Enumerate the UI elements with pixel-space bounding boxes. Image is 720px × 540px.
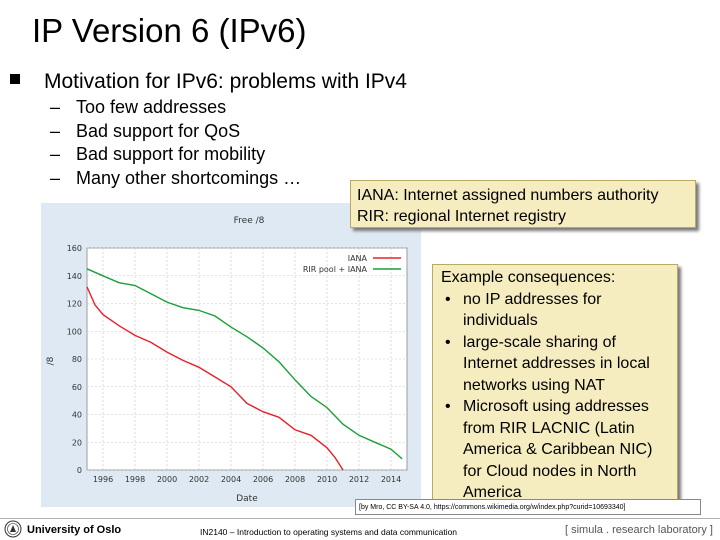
chart-series bbox=[86, 268, 403, 471]
legend-label: RIR pool + IANA bbox=[303, 265, 368, 274]
x-tick-label: 2006 bbox=[253, 475, 273, 484]
sub-bullet: – Too few addresses bbox=[50, 96, 301, 120]
y-tick-label: 60 bbox=[72, 383, 82, 392]
lab-suffix: research laboratory ] bbox=[612, 524, 713, 536]
y-tick-label: 100 bbox=[67, 327, 82, 336]
list-item: no IP addresses for individuals bbox=[441, 289, 669, 332]
y-tick-label: 80 bbox=[72, 355, 82, 364]
list-item: Microsoft using addresses from RIR LACNI… bbox=[441, 396, 669, 504]
y-tick-label: 140 bbox=[67, 272, 82, 281]
sub-bullet-text: Bad support for QoS bbox=[76, 120, 241, 141]
y-tick-label: 160 bbox=[67, 244, 82, 253]
series-line bbox=[86, 286, 344, 471]
chart-title: Free /8 bbox=[234, 216, 265, 226]
free-slash8-chart: Free /8 0 20 40 60 80 100 120 140 160 1996 1998 20… bbox=[41, 203, 421, 507]
university-seal-icon bbox=[4, 520, 22, 538]
y-tick-label: 40 bbox=[72, 411, 82, 420]
note-heading: Example consequences: bbox=[441, 269, 616, 286]
x-tick-label: 1998 bbox=[125, 475, 145, 484]
chart-svg: Free /8 0 20 40 60 80 100 120 140 160 1996 1998 20… bbox=[41, 203, 421, 507]
main-bullet: Motivation for IPv6: problems with IPv4 bbox=[10, 70, 407, 94]
consequences-list: no IP addresses for individuals large-sc… bbox=[441, 289, 669, 504]
chart-grid bbox=[87, 247, 407, 471]
x-tick-label: 2010 bbox=[317, 475, 337, 484]
dash-icon: – bbox=[50, 144, 61, 164]
x-tick-label: 2004 bbox=[221, 475, 241, 484]
sub-bullet: – Bad support for QoS bbox=[50, 120, 301, 144]
lab-prefix: [ simula bbox=[565, 524, 603, 536]
sub-bullet-text: Many other shortcomings … bbox=[76, 167, 302, 188]
slide-title: IP Version 6 (IPv6) bbox=[32, 12, 307, 49]
x-tick-label: 1996 bbox=[93, 475, 113, 484]
footer-divider bbox=[0, 518, 720, 519]
legend-label: IANA bbox=[348, 254, 368, 263]
sub-bullet-text: Bad support for mobility bbox=[76, 144, 266, 164]
y-axis-label: /8 bbox=[46, 356, 56, 365]
x-tick-label: 2008 bbox=[285, 475, 305, 484]
dash-icon: – bbox=[50, 97, 61, 117]
consequences-note: Example consequences: no IP addresses fo… bbox=[432, 264, 678, 502]
x-tick-label: 2000 bbox=[157, 475, 177, 484]
acronym-note: IANA: Internet assigned numbers authorit… bbox=[350, 180, 696, 228]
sub-bullet: – Bad support for mobility bbox=[50, 143, 301, 167]
course-name: IN2140 – Introduction to operating syste… bbox=[200, 527, 458, 537]
y-axis-ticks: 0 20 40 60 80 100 120 140 160 bbox=[67, 244, 82, 475]
x-tick-label: 2012 bbox=[349, 475, 369, 484]
x-tick-label: 2002 bbox=[189, 475, 209, 484]
x-axis-ticks: 1996 1998 2000 2002 2004 2006 2008 2010 2012 2014 bbox=[93, 475, 401, 484]
dash-icon: – bbox=[50, 120, 61, 141]
x-tick-label: 2014 bbox=[381, 475, 401, 484]
university-name: University of Oslo bbox=[27, 524, 122, 536]
note-line: IANA: Internet assigned numbers authorit… bbox=[357, 187, 659, 204]
x-axis-label: Date bbox=[236, 494, 258, 504]
y-tick-label: 0 bbox=[77, 466, 82, 475]
series-line bbox=[86, 268, 403, 460]
y-tick-label: 120 bbox=[67, 300, 82, 309]
chart-legend: IANA RIR pool + IANA bbox=[303, 254, 401, 274]
note-line: RIR: regional Internet registry bbox=[357, 208, 566, 225]
image-credit: [by Mro, CC BY-SA 4.0, https://commons.w… bbox=[355, 499, 701, 515]
list-item: large-scale sharing of Internet addresse… bbox=[441, 332, 669, 397]
dash-icon: – bbox=[50, 167, 61, 188]
lab-logo: [ simula . research laboratory ] bbox=[565, 524, 713, 536]
sub-bullet-text: Too few addresses bbox=[76, 97, 227, 117]
square-bullet-icon bbox=[10, 74, 20, 85]
main-bullet-text: Motivation for IPv6: problems with IPv4 bbox=[44, 70, 407, 93]
sub-bullet-list: – Too few addresses – Bad support for QoS … bbox=[50, 96, 301, 190]
y-tick-label: 20 bbox=[72, 438, 82, 447]
lab-dot: . bbox=[602, 524, 613, 536]
sub-bullet: – Many other shortcomings … bbox=[50, 167, 301, 191]
